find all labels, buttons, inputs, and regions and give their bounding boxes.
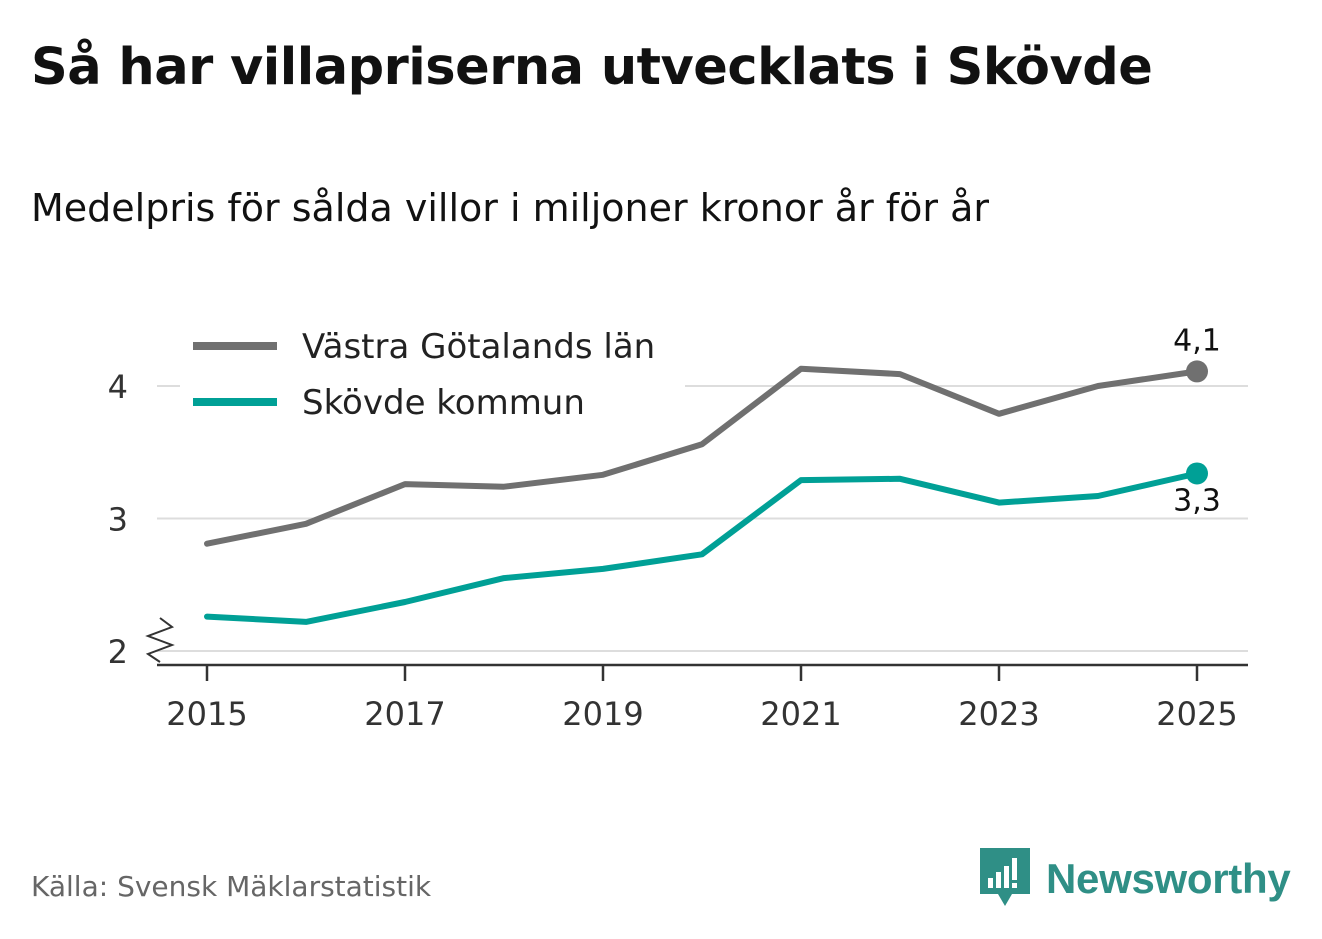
brand-logo: Newsworthy	[980, 848, 1291, 910]
x-tick-label-2023: 2023	[958, 695, 1039, 733]
x-tick-label-2025: 2025	[1156, 695, 1237, 733]
legend: Västra Götalands län Skövde kommun	[180, 318, 685, 423]
x-tick-label-2019: 2019	[562, 695, 643, 733]
legend-label-skovde: Skövde kommun	[302, 383, 585, 423]
x-axis	[145, 617, 1248, 667]
legend-label-vastra-gotaland: Västra Götalands län	[302, 327, 655, 367]
x-axis-ticks: 2015 2017 2019 2021 2023 2025	[166, 665, 1238, 733]
end-value-label-1: 3,3	[1173, 483, 1221, 518]
chart-subtitle: Medelpris för sålda villor i miljoner kr…	[31, 186, 990, 230]
x-tick-label-2015: 2015	[166, 695, 247, 733]
y-tick-label-3: 3	[108, 501, 128, 539]
x-tick-label-2021: 2021	[760, 695, 841, 733]
y-axis-ticks: 2 3 4	[108, 368, 128, 671]
chart-title: Så har villapriserna utvecklats i Skövde	[31, 38, 1153, 97]
end-point-0	[1186, 360, 1208, 383]
end-value-label-0: 4,1	[1173, 323, 1221, 358]
y-tick-label-2: 2	[108, 633, 128, 671]
y-tick-label-4: 4	[108, 368, 128, 406]
x-tick-label-2017: 2017	[364, 695, 445, 733]
brand-name: Newsworthy	[1046, 855, 1291, 902]
newsworthy-logo-icon	[980, 848, 1030, 906]
end-markers: 4,1 3,3	[1173, 323, 1221, 518]
end-point-1	[1186, 462, 1208, 485]
source-note: Källa: Svensk Mäklarstatistik	[31, 870, 432, 903]
series-line-1	[204, 470, 1200, 625]
axis-break-icon	[145, 617, 175, 663]
series-lines	[204, 365, 1200, 625]
series-line-0	[204, 365, 1200, 547]
